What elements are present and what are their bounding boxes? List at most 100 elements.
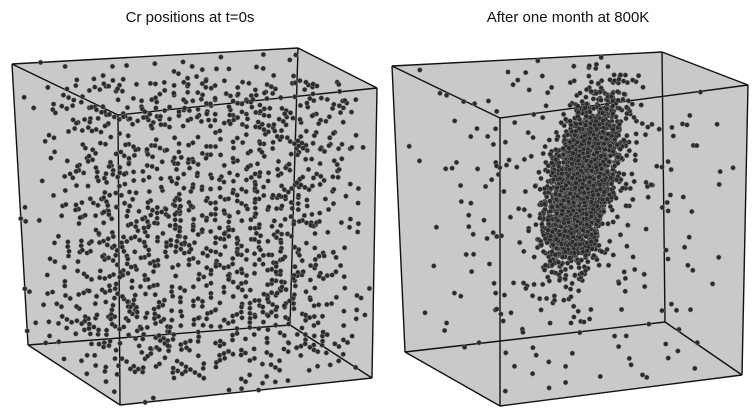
atom xyxy=(226,220,231,225)
atom xyxy=(123,182,128,187)
atom xyxy=(324,351,329,356)
atom xyxy=(178,342,183,347)
atom xyxy=(569,156,574,161)
atom xyxy=(311,176,316,181)
atom xyxy=(63,188,68,193)
atom xyxy=(87,120,92,125)
atom xyxy=(578,91,583,96)
atom xyxy=(126,162,131,167)
figure: Cr positions at t=0s After one month at … xyxy=(0,0,752,410)
atom xyxy=(45,85,50,90)
atom xyxy=(170,318,175,323)
atom xyxy=(585,150,590,155)
atom xyxy=(230,262,235,267)
atom xyxy=(573,185,578,190)
atom xyxy=(295,152,300,157)
atom xyxy=(296,193,301,198)
atom xyxy=(666,209,671,214)
atom xyxy=(146,205,151,210)
atom xyxy=(521,249,526,254)
atom xyxy=(83,314,88,319)
atom xyxy=(217,177,222,182)
atom xyxy=(275,291,280,296)
atom xyxy=(74,203,79,208)
atom xyxy=(115,372,120,377)
atom xyxy=(121,114,126,119)
atom xyxy=(146,225,151,230)
atom xyxy=(103,290,108,295)
atom xyxy=(356,186,361,191)
atom xyxy=(341,120,346,125)
atom xyxy=(51,193,56,198)
atom xyxy=(621,172,626,177)
atom xyxy=(318,147,323,152)
atom xyxy=(117,131,122,136)
atom xyxy=(246,165,251,170)
atom xyxy=(363,313,368,318)
atom xyxy=(122,172,127,177)
atom xyxy=(564,285,569,290)
atom xyxy=(265,96,270,101)
atom xyxy=(117,184,122,189)
atom xyxy=(283,217,288,222)
atom xyxy=(612,334,617,339)
atom xyxy=(252,251,257,256)
atom xyxy=(265,336,270,341)
atom xyxy=(73,83,78,88)
atom xyxy=(99,130,104,135)
atom xyxy=(266,129,271,134)
atom xyxy=(548,321,553,326)
atom xyxy=(274,206,279,211)
atom xyxy=(631,255,636,260)
atom xyxy=(62,265,67,270)
atom xyxy=(115,262,120,267)
atom xyxy=(152,307,157,312)
atom xyxy=(79,321,84,326)
atom xyxy=(166,214,171,219)
atom xyxy=(272,122,277,127)
atom xyxy=(66,95,71,100)
atom xyxy=(599,154,604,159)
atom xyxy=(327,135,332,140)
atom xyxy=(571,64,576,69)
atom xyxy=(255,161,260,166)
atom xyxy=(570,281,575,286)
atom xyxy=(121,235,126,240)
atom xyxy=(276,159,281,164)
atom xyxy=(511,82,516,87)
atom xyxy=(252,347,257,352)
atom xyxy=(116,97,121,102)
atom xyxy=(624,105,629,110)
atom xyxy=(115,86,120,91)
atom xyxy=(176,176,181,181)
atom xyxy=(533,184,538,189)
atom xyxy=(669,167,674,172)
atom xyxy=(554,130,559,135)
atom xyxy=(107,193,112,198)
atom xyxy=(224,91,229,96)
atom xyxy=(298,134,303,139)
atom xyxy=(90,129,95,134)
atom xyxy=(235,326,240,331)
atom xyxy=(87,88,92,93)
atom xyxy=(330,174,335,179)
atom xyxy=(196,339,201,344)
atom xyxy=(213,218,218,223)
atom xyxy=(690,268,695,273)
atom xyxy=(96,328,101,333)
atom xyxy=(278,330,283,335)
atom xyxy=(632,267,637,272)
atom xyxy=(342,309,347,314)
atom xyxy=(182,251,187,256)
atom xyxy=(235,252,240,257)
atom xyxy=(209,212,214,217)
atom xyxy=(86,159,91,164)
atom xyxy=(452,291,457,296)
atom xyxy=(226,234,231,239)
atom xyxy=(698,90,703,95)
atom xyxy=(191,303,196,308)
atom xyxy=(111,303,116,308)
atom xyxy=(104,379,109,384)
atom xyxy=(692,366,697,371)
atom xyxy=(596,192,601,197)
